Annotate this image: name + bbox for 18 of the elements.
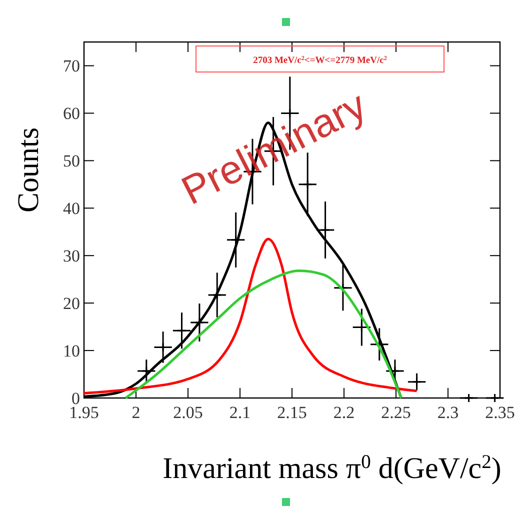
x-tick-label: 2.35 <box>485 403 515 422</box>
x-tick-label: 2.15 <box>277 403 307 422</box>
x-tick-label: 2.05 <box>173 403 203 422</box>
y-tick-label: 30 <box>63 246 80 266</box>
y-tick-label: 40 <box>63 199 80 218</box>
x-axis-title: Invariant mass π$^{0}$ d(GeV/c$^{2}$) <box>162 452 502 485</box>
y-tick-label: 20 <box>63 294 80 314</box>
x-tick-label: 2.1 <box>229 403 251 422</box>
x-tick-label: 2.2 <box>333 403 355 422</box>
x-tick-label: 2.25 <box>381 403 411 422</box>
x-tick-label: 2 <box>132 403 140 422</box>
y-axis-title: Counts <box>12 127 45 213</box>
y-tick-label: 60 <box>63 104 80 124</box>
y-tick-label: 10 <box>63 341 80 360</box>
y-tick-label: 70 <box>63 56 80 76</box>
annotation: 2703 MeV/c$^{2}$<=W<=2779 MeV/c$^{2}$ <box>253 55 387 66</box>
x-tick-label: 2.3 <box>437 403 459 422</box>
y-tick-label: 50 <box>63 152 80 171</box>
